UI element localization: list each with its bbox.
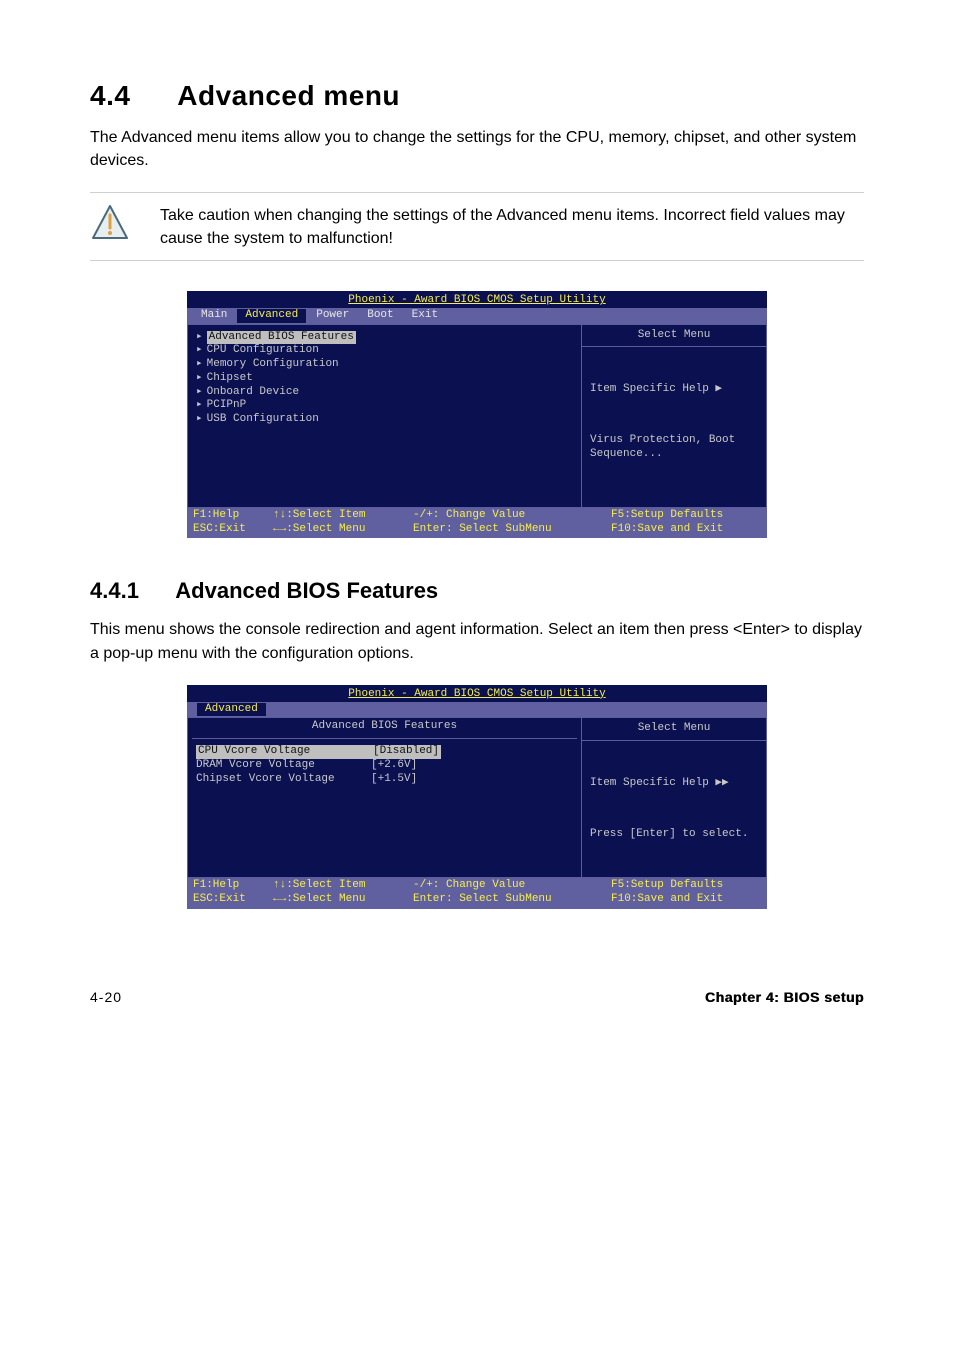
- bios-menu-item: ▸ Onboard Device: [196, 386, 573, 400]
- bios-help-line: Press [Enter] to select.: [590, 828, 758, 842]
- bios-key-hint: ↑↓:Select Item: [273, 509, 413, 523]
- bios-key-hint: ESC:Exit: [193, 893, 273, 907]
- caution-icon: [90, 203, 130, 243]
- caution-box: Take caution when changing the settings …: [90, 192, 864, 261]
- bios-left-pane: Advanced BIOS Features CPU Vcore Voltage…: [187, 717, 582, 878]
- bios-menubar: MainAdvancedPowerBootExit: [187, 308, 767, 324]
- bios-screenshot-advanced-features: Phoenix - Award BIOS CMOS Setup Utility …: [187, 685, 767, 909]
- bios-title: Phoenix - Award BIOS CMOS Setup Utility: [187, 685, 767, 702]
- bios-setting-key: Chipset Vcore Voltage: [196, 773, 371, 787]
- bios-key-hint: -/+: Change Value: [413, 509, 611, 523]
- bios-menu-item: ▸ Advanced BIOS Features: [196, 331, 573, 345]
- bios-help-line: Item Specific Help ▶: [590, 383, 758, 397]
- bios-key-hint: F5:Setup Defaults: [611, 509, 761, 523]
- bios-right-title: Select Menu: [582, 718, 766, 741]
- bios-footer: F1:Help ↑↓:Select Item -/+: Change Value…: [187, 878, 767, 909]
- bios-key-hint: Enter: Select SubMenu: [413, 523, 611, 537]
- bios-help-text: Item Specific Help ▶ Virus Protection, B…: [582, 347, 766, 497]
- bios-menu-item: ▸ PCIPnP: [196, 399, 573, 413]
- bios-setting-row: Chipset Vcore Voltage[+1.5V]: [196, 773, 573, 787]
- section-name: Advanced menu: [177, 80, 400, 111]
- bios-help-text: Item Specific Help ▶▶ Press [Enter] to s…: [582, 741, 766, 877]
- bios-setting-value: [+1.5V]: [371, 773, 417, 787]
- bios-key-hint: F5:Setup Defaults: [611, 879, 761, 893]
- bios-menu-item: ▸ CPU Configuration: [196, 344, 573, 358]
- triangle-icon: ▸: [196, 344, 203, 358]
- bios-screenshot-advanced-menu: Phoenix - Award BIOS CMOS Setup Utility …: [187, 291, 767, 538]
- bios-setting-value: [+2.6V]: [371, 759, 417, 773]
- bios-setting-key: CPU Vcore Voltage: [196, 745, 371, 759]
- bios-left-pane: ▸ Advanced BIOS Features ▸ CPU Configuratio…: [187, 324, 582, 508]
- bios-menu-item-label: CPU Configuration: [207, 344, 319, 358]
- bios-menu-item: ▸ USB Configuration: [196, 413, 573, 427]
- bios-key-hint: ↑↓:Select Item: [273, 879, 413, 893]
- bios-setting-value: [Disabled]: [371, 745, 441, 759]
- triangle-icon: ▸: [196, 331, 203, 345]
- section-number: 4.4: [90, 80, 170, 112]
- bios-key-hint: ←→:Select Menu: [273, 523, 413, 537]
- bios-title: Phoenix - Award BIOS CMOS Setup Utility: [187, 291, 767, 308]
- bios-key-hint: ←→:Select Menu: [273, 893, 413, 907]
- caution-text: Take caution when changing the settings …: [160, 203, 858, 250]
- bios-body: ▸ Advanced BIOS Features ▸ CPU Configuratio…: [187, 324, 767, 508]
- subsection-number: 4.4.1: [90, 578, 170, 604]
- bios-menu-item: ▸ Chipset: [196, 372, 573, 386]
- triangle-icon: ▸: [196, 399, 203, 413]
- chapter-label: Chapter 4: BIOS setup: [705, 989, 864, 1005]
- section-intro: The Advanced menu items allow you to cha…: [90, 126, 864, 172]
- bios-left-title: Advanced BIOS Features: [192, 720, 577, 739]
- page-number: 4-20: [90, 989, 122, 1005]
- bios-right-pane: Select Menu Item Specific Help ▶ Virus P…: [582, 324, 767, 508]
- bios-body: Advanced BIOS Features CPU Vcore Voltage…: [187, 717, 767, 878]
- bios-menu-item-label: USB Configuration: [207, 413, 319, 427]
- subsection-name: Advanced BIOS Features: [175, 578, 438, 603]
- bios-tab-advanced: Advanced: [197, 703, 266, 717]
- bios-key-hint: F10:Save and Exit: [611, 893, 761, 907]
- bios-footer: F1:Help ↑↓:Select Item -/+: Change Value…: [187, 508, 767, 539]
- bios-key-hint: Enter: Select SubMenu: [413, 893, 611, 907]
- bios-key-hint: -/+: Change Value: [413, 879, 611, 893]
- bios-menu-item-label: Advanced BIOS Features: [207, 331, 356, 345]
- bios-setting-row: DRAM Vcore Voltage[+2.6V]: [196, 759, 573, 773]
- bios-setting-key: DRAM Vcore Voltage: [196, 759, 371, 773]
- bios-tab-boot: Boot: [359, 309, 401, 323]
- bios-menu-item: ▸ Memory Configuration: [196, 358, 573, 372]
- bios-tab-main: Main: [193, 309, 235, 323]
- bios-help-line: Virus Protection, Boot Sequence...: [590, 434, 758, 462]
- section-title: 4.4 Advanced menu: [90, 80, 864, 112]
- bios-menu-item-label: Onboard Device: [207, 386, 299, 400]
- triangle-icon: ▸: [196, 358, 203, 372]
- bios-setting-row: CPU Vcore Voltage[Disabled]: [196, 745, 573, 759]
- bios-menu-item-label: Memory Configuration: [207, 358, 339, 372]
- bios-key-hint: F10:Save and Exit: [611, 523, 761, 537]
- bios-tab-power: Power: [308, 309, 357, 323]
- bios-menubar: Advanced: [187, 702, 767, 718]
- bios-menu-item-label: PCIPnP: [207, 399, 247, 413]
- triangle-icon: ▸: [196, 386, 203, 400]
- subsection-title: 4.4.1 Advanced BIOS Features: [90, 578, 864, 604]
- bios-key-hint: ESC:Exit: [193, 523, 273, 537]
- bios-help-line: Item Specific Help ▶▶: [590, 777, 758, 791]
- bios-tab-exit: Exit: [404, 309, 446, 323]
- subsection-intro: This menu shows the console redirection …: [90, 618, 864, 664]
- bios-menu-item-label: Chipset: [207, 372, 253, 386]
- bios-tab-advanced: Advanced: [237, 309, 306, 323]
- bios-right-title: Select Menu: [582, 325, 766, 348]
- bios-key-hint: F1:Help: [193, 879, 273, 893]
- triangle-icon: ▸: [196, 372, 203, 386]
- page-footer: 4-20 Chapter 4: BIOS setup: [90, 989, 864, 1005]
- bios-right-pane: Select Menu Item Specific Help ▶▶ Press …: [582, 717, 767, 878]
- triangle-icon: ▸: [196, 413, 203, 427]
- bios-key-hint: F1:Help: [193, 509, 273, 523]
